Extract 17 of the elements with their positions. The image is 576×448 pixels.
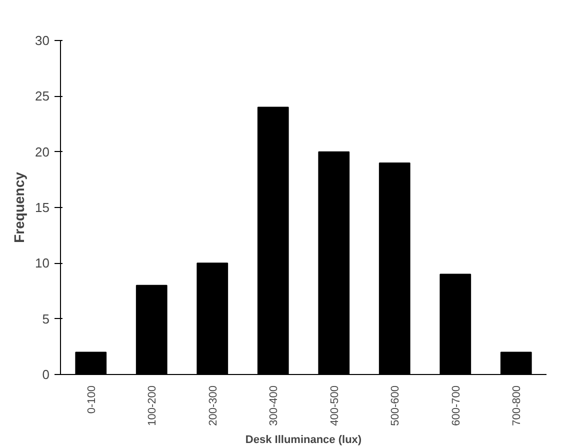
x-tick-label: 400-500 bbox=[328, 385, 341, 426]
x-tick-label: 700-800 bbox=[511, 385, 524, 426]
y-tick-label: 10 bbox=[35, 256, 50, 271]
x-tick-label: 500-600 bbox=[390, 385, 402, 426]
y-axis-title: Frequency bbox=[11, 172, 28, 243]
y-tick-label: 20 bbox=[35, 144, 50, 160]
x-axis-title: Desk Illuminance (lux) bbox=[245, 434, 362, 446]
x-tick-label: 0-100 bbox=[86, 385, 98, 414]
x-tick-label: 600-700 bbox=[450, 385, 462, 426]
y-tick-label: 0 bbox=[42, 367, 50, 382]
y-tick-label: 5 bbox=[42, 311, 50, 326]
y-tick-label: 30 bbox=[35, 33, 50, 48]
x-tick-label: 300-400 bbox=[268, 385, 280, 426]
y-tick-label: 15 bbox=[35, 200, 50, 215]
x-tick-label: 100-200 bbox=[146, 385, 159, 426]
y-tick-label: 25 bbox=[35, 88, 50, 104]
x-tick-label: 200-300 bbox=[207, 385, 220, 426]
